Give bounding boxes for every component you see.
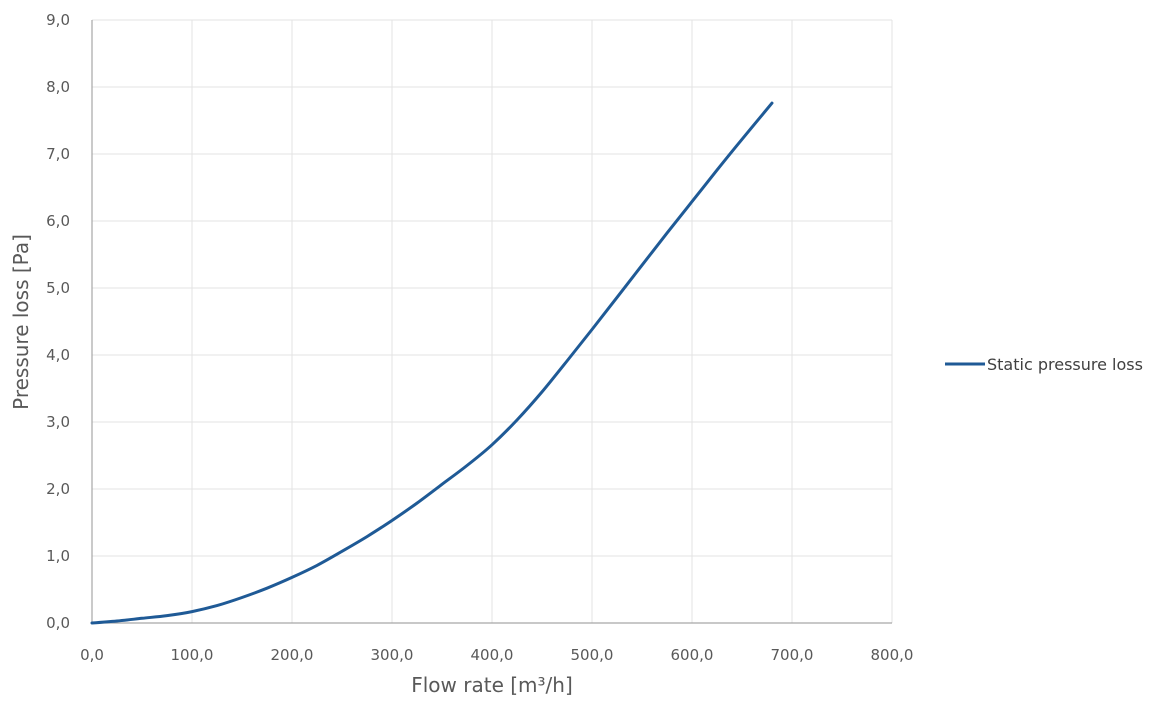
x-tick-label: 300,0 [371, 646, 414, 664]
series-layer [90, 101, 774, 625]
y-tick-label: 9,0 [46, 11, 70, 29]
x-axis-title: Flow rate [m³/h] [411, 673, 573, 697]
y-tick-label: 8,0 [46, 78, 70, 96]
y-axis-title: Pressure loss [Pa] [9, 234, 33, 410]
x-tick-label: 500,0 [571, 646, 614, 664]
y-tick-label: 0,0 [46, 614, 70, 632]
x-tick-label: 200,0 [271, 646, 314, 664]
series-line [90, 101, 774, 625]
y-tick-label: 3,0 [46, 413, 70, 431]
x-tick-label: 600,0 [671, 646, 714, 664]
x-tick-label: 800,0 [871, 646, 914, 664]
x-tick-label: 100,0 [171, 646, 214, 664]
x-tick-label: 700,0 [771, 646, 814, 664]
legend-label: Static pressure loss [987, 355, 1143, 374]
y-tick-label: 2,0 [46, 480, 70, 498]
legend: Static pressure loss [945, 355, 1143, 374]
y-tick-labels: 0,0 1,0 2,0 3,0 4,0 5,0 6,0 7,0 8,0 9,0 [46, 11, 70, 632]
axes [91, 20, 892, 624]
y-tick-label: 4,0 [46, 346, 70, 364]
y-tick-label: 7,0 [46, 145, 70, 163]
x-tick-label: 0,0 [80, 646, 104, 664]
y-tick-label: 6,0 [46, 212, 70, 230]
y-tick-label: 1,0 [46, 547, 70, 565]
grid [92, 19, 893, 623]
x-tick-label: 400,0 [471, 646, 514, 664]
x-tick-labels: 0,0 100,0 200,0 300,0 400,0 500,0 600,0 700,0 80… [80, 646, 913, 664]
y-tick-label: 5,0 [46, 279, 70, 297]
